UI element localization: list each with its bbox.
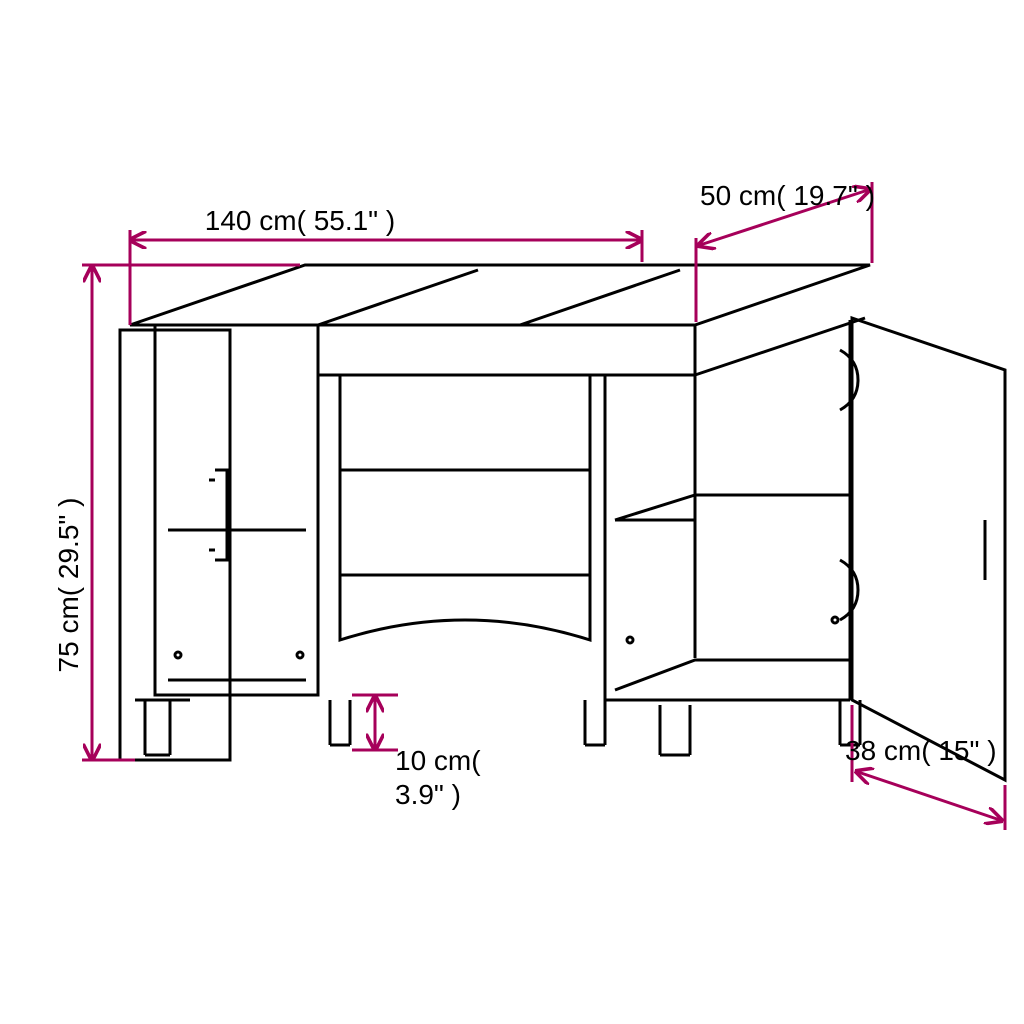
label-height: 75 cm( 29.5" ) bbox=[53, 498, 84, 673]
apron-front bbox=[318, 325, 695, 375]
label-leg-line1: 10 cm( 3.9" ) bbox=[395, 745, 488, 810]
top-seam-right bbox=[520, 270, 680, 325]
left-pedestal bbox=[155, 325, 318, 695]
label-door: 38 cm( 15" ) bbox=[845, 735, 997, 766]
right-pedestal bbox=[605, 320, 858, 700]
dim-height bbox=[82, 265, 300, 760]
dim-leg bbox=[352, 695, 398, 750]
right-door bbox=[852, 318, 1005, 780]
legs bbox=[135, 700, 860, 755]
desk-top bbox=[130, 265, 870, 325]
label-depth: 50 cm( 19.7" ) bbox=[700, 180, 875, 211]
apron-right-depth bbox=[695, 318, 865, 375]
top-seam-left bbox=[318, 270, 478, 325]
center-section bbox=[340, 375, 590, 640]
label-width: 140 cm( 55.1" ) bbox=[205, 205, 395, 236]
